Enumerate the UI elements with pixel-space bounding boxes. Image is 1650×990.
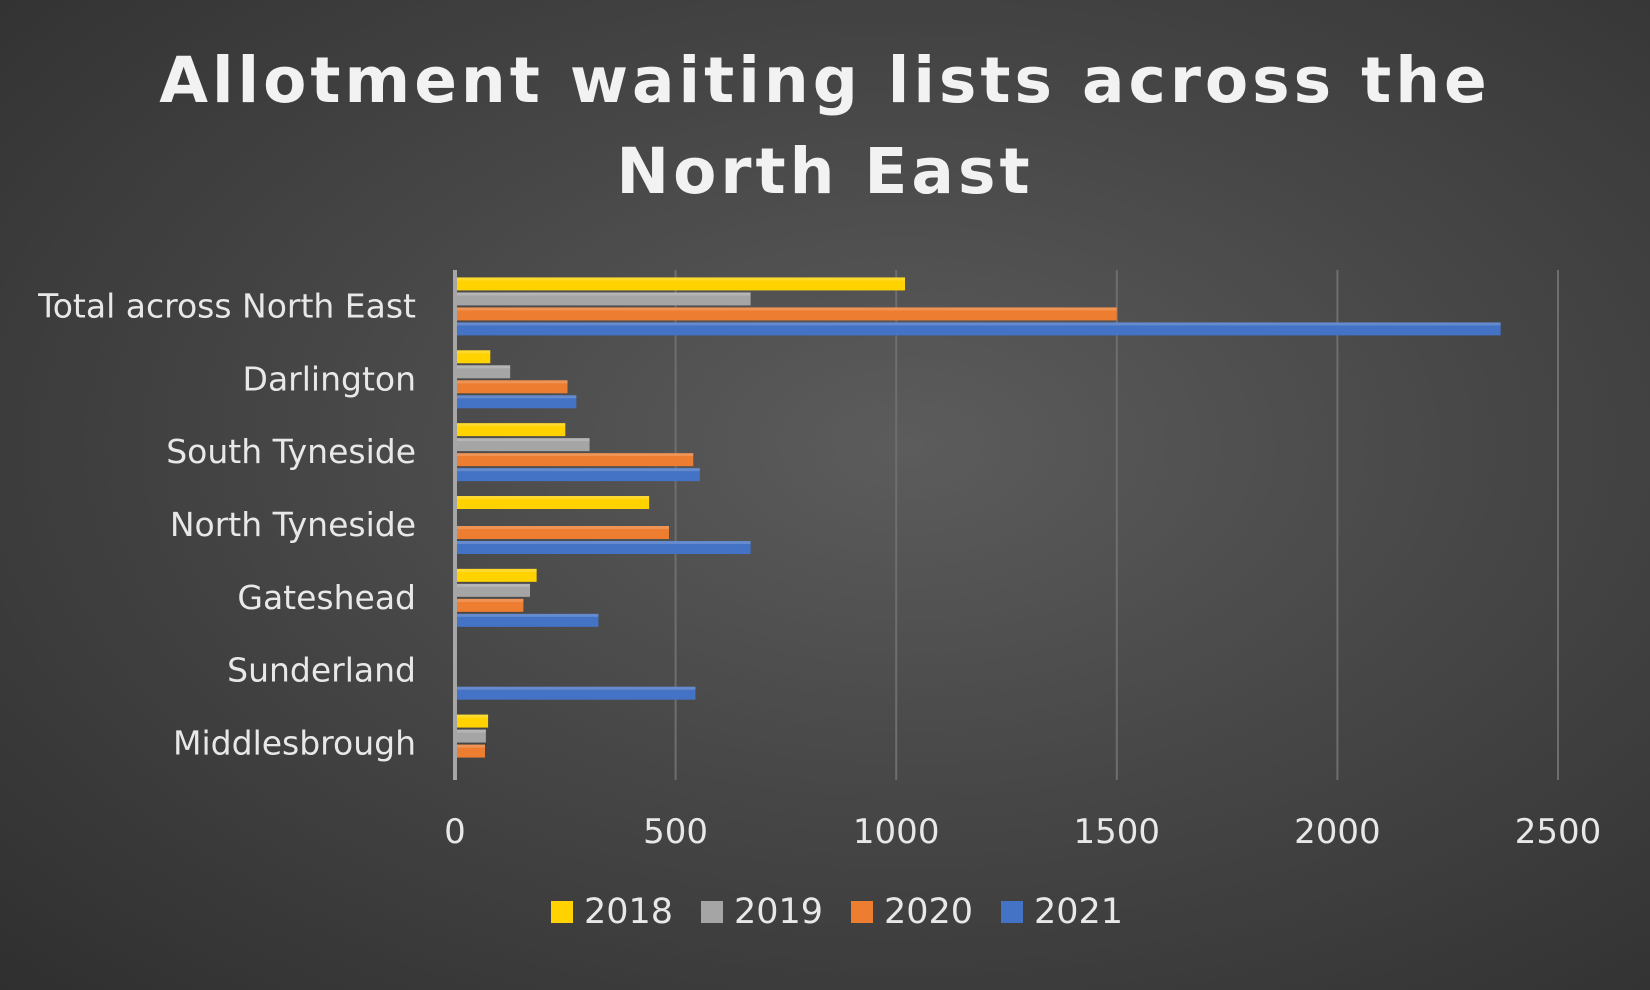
- bar-highlight: [455, 568, 537, 572]
- gridlines: [674, 270, 1559, 780]
- category-label: Total across North East: [37, 286, 416, 325]
- legend-label-2020: 2020: [884, 892, 973, 932]
- bar-highlight: [455, 453, 694, 457]
- bar-2021: [455, 541, 751, 554]
- bar-highlight: [455, 380, 568, 384]
- x-tick-label: 1500: [1074, 812, 1161, 852]
- bar-highlight: [455, 541, 751, 544]
- bar-2020: [455, 744, 486, 758]
- bar-highlight: [455, 613, 599, 617]
- bar-2018: [455, 423, 566, 437]
- category-label: North Tyneside: [170, 505, 416, 544]
- bar-highlight: [455, 583, 531, 587]
- bar-2020: [455, 598, 524, 612]
- bar-highlight: [455, 423, 566, 427]
- bar-highlight: [455, 714, 489, 718]
- bar-highlight: [455, 526, 669, 529]
- category-label: Darlington: [243, 359, 416, 398]
- bar-highlight: [455, 292, 751, 296]
- bar-2020: [455, 453, 694, 467]
- bar-highlight: [455, 322, 1501, 326]
- bar-highlight: [455, 350, 491, 354]
- bar-2018: [455, 277, 906, 291]
- legend-swatch-2020: [851, 901, 873, 923]
- bar-2019: [455, 583, 531, 597]
- bar-2020: [455, 526, 669, 539]
- bar-highlight: [455, 395, 577, 399]
- legend-swatch-2019: [701, 901, 723, 923]
- bar-highlight: [455, 438, 590, 442]
- chart-title-line-1: Allotment waiting lists across the: [159, 44, 1491, 117]
- bar-2021: [455, 613, 599, 627]
- x-tick-label: 2000: [1294, 812, 1381, 852]
- x-tick-label: 1000: [853, 812, 940, 852]
- x-tick-label: 0: [444, 812, 466, 852]
- bar-2018: [455, 496, 650, 509]
- bar-highlight: [455, 744, 486, 748]
- bar-2021: [455, 322, 1501, 336]
- bar-highlight: [455, 598, 524, 602]
- chart-title-line-2: North East: [616, 135, 1033, 208]
- bar-highlight: [455, 365, 511, 369]
- bar-2019: [455, 292, 751, 306]
- bar-highlight: [455, 307, 1117, 311]
- bar-2019: [455, 365, 511, 379]
- bar-highlight: [455, 468, 700, 472]
- bar-2019: [455, 729, 486, 743]
- x-tick-label: 2500: [1515, 812, 1602, 852]
- bar-highlight: [455, 729, 486, 733]
- bar-2020: [455, 380, 568, 394]
- bar-highlight: [455, 686, 696, 690]
- bar-2020: [455, 307, 1117, 321]
- category-label: Sunderland: [227, 651, 416, 690]
- category-label: Middlesbrough: [173, 724, 416, 763]
- bar-highlight: [455, 277, 906, 281]
- legend-label-2018: 2018: [584, 892, 673, 932]
- legend-swatch-2021: [1001, 901, 1023, 923]
- category-label: Gateshead: [237, 578, 416, 617]
- legend-label-2019: 2019: [734, 892, 823, 932]
- bar-2021: [455, 686, 696, 700]
- bar-2019: [455, 438, 590, 452]
- bar-2021: [455, 395, 577, 409]
- category-labels: Total across North East Darlington South T…: [37, 286, 416, 762]
- bar-2018: [455, 714, 489, 728]
- bar-highlight: [455, 496, 650, 499]
- bars: [455, 277, 1501, 758]
- legend-label-2021: 2021: [1034, 892, 1123, 932]
- legend-swatch-2018: [551, 901, 573, 923]
- bar-2018: [455, 568, 537, 582]
- legend: 2018 2019 2020 2021: [551, 892, 1123, 932]
- bar-2018: [455, 350, 491, 364]
- x-tick-label: 500: [643, 812, 708, 852]
- category-label: South Tyneside: [166, 432, 416, 471]
- x-tick-labels: 0 500 1000 1500 2000 2500: [444, 812, 1601, 852]
- bar-2021: [455, 468, 700, 482]
